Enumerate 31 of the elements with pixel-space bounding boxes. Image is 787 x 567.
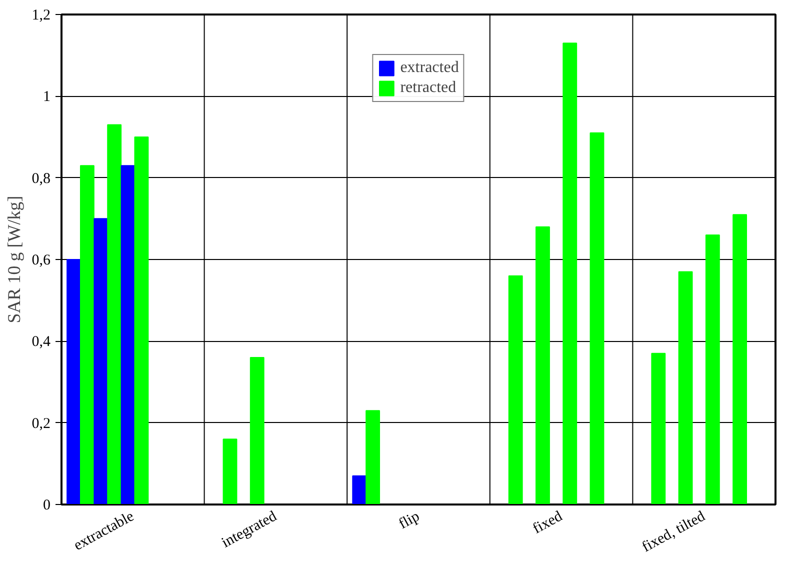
y-tick-label: 0,2 [32, 416, 50, 432]
bar [250, 357, 264, 504]
bar [94, 218, 108, 504]
bar [352, 475, 367, 504]
y-tick-label: 1 [43, 89, 50, 106]
y-tick-label: 1,2 [32, 8, 50, 24]
bar [732, 214, 748, 504]
bar [651, 352, 666, 504]
legend-label: extracted [400, 59, 459, 77]
y-tick-label: 0,4 [32, 334, 51, 350]
bar [562, 42, 578, 504]
legend-label: retracted [400, 79, 456, 97]
y-axis-title: SAR 10 g [W/kg] [4, 196, 24, 324]
bar [120, 165, 136, 504]
bar [222, 438, 238, 504]
bar [508, 275, 523, 504]
bar [134, 136, 149, 504]
x-tick-label: fixed, tilted [640, 508, 708, 556]
x-tick-label: flip [396, 508, 422, 533]
bar [80, 165, 94, 504]
bar [107, 124, 122, 504]
bar [590, 132, 604, 504]
x-tick-label: fixed [530, 508, 566, 538]
bar [678, 271, 693, 504]
y-tick-label: 0 [43, 498, 50, 514]
bar [536, 226, 550, 504]
bar [705, 234, 720, 504]
bar [366, 410, 380, 504]
y-tick-label: 0,8 [32, 170, 50, 187]
bar [66, 259, 81, 504]
y-tick-label: 0,6 [32, 252, 51, 268]
